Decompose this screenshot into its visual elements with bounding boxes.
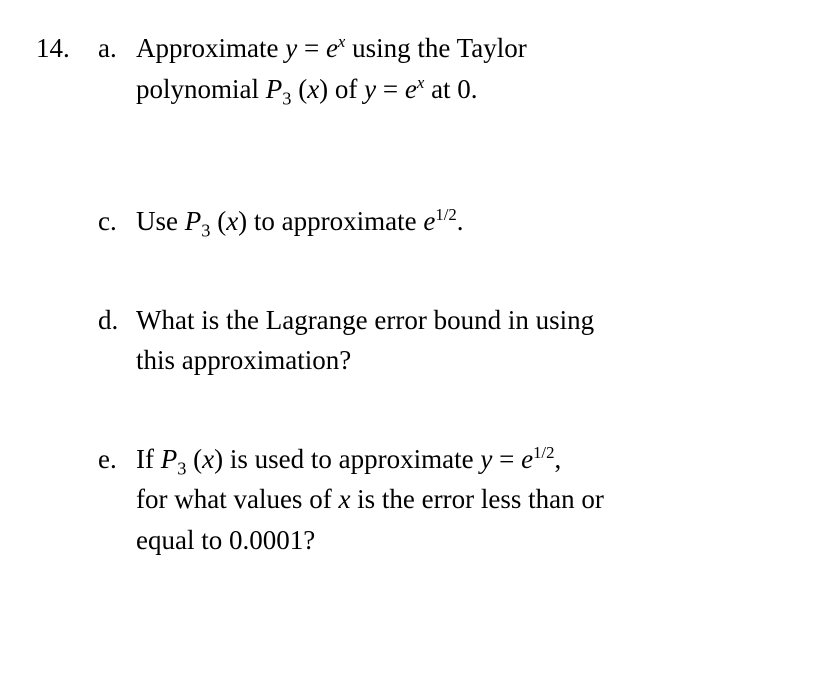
part-letter-a: a. <box>98 28 136 69</box>
paren-close: ) <box>319 74 328 104</box>
text: Use <box>136 206 185 236</box>
text: of <box>328 74 364 104</box>
part-letter-c: c. <box>98 201 136 242</box>
part-a-line-2: polynomial P3 (x) of y = ex at 0. <box>36 69 795 110</box>
equals: = <box>297 33 326 63</box>
text: to approximate <box>247 206 423 236</box>
text: . <box>457 206 464 236</box>
var-e: e <box>423 206 435 236</box>
var-e: e <box>521 444 533 474</box>
paren-open: ( <box>210 206 226 236</box>
part-c-line-1: c. Use P3 (x) to approximate e1/2. <box>36 201 795 242</box>
var-y: y <box>285 33 297 63</box>
exp-half: 1/2 <box>533 443 554 462</box>
part-d-text-1: What is the Lagrange error bound in usin… <box>136 300 795 341</box>
text: If <box>136 444 161 474</box>
paren-close: ) <box>238 206 247 236</box>
text: for what values of <box>136 484 338 514</box>
var-P: P <box>185 206 202 236</box>
part-letter-e: e. <box>98 439 136 480</box>
var-x: x <box>338 484 350 514</box>
exp-half: 1/2 <box>435 205 456 224</box>
equals: = <box>376 74 405 104</box>
part-e-line-3: equal to 0.0001? <box>36 520 795 561</box>
part-c-text: Use P3 (x) to approximate e1/2. <box>136 201 795 242</box>
var-P: P <box>266 74 283 104</box>
part-e-text-2: for what values of x is the error less t… <box>136 479 795 520</box>
gap <box>36 381 795 439</box>
var-x: x <box>307 74 319 104</box>
part-a-line-1: 14. a. Approximate y = ex using the Tayl… <box>36 28 795 69</box>
erased-region <box>36 109 795 201</box>
text: is the error less than or <box>350 484 603 514</box>
var-e: e <box>326 33 338 63</box>
part-e-line-1: e. If P3 (x) is used to approximate y = … <box>36 439 795 480</box>
var-y: y <box>364 74 376 104</box>
gap <box>36 242 795 300</box>
part-d-line-2: this approximation? <box>36 340 795 381</box>
var-x: x <box>202 444 214 474</box>
part-d-line-1: d. What is the Lagrange error bound in u… <box>36 300 795 341</box>
part-letter-d: d. <box>98 300 136 341</box>
part-e-text-3: equal to 0.0001? <box>136 520 795 561</box>
var-e: e <box>405 74 417 104</box>
page: 14. a. Approximate y = ex using the Tayl… <box>0 0 831 580</box>
part-e-text-1: If P3 (x) is used to approximate y = e1/… <box>136 439 795 480</box>
paren-close: ) <box>214 444 223 474</box>
var-P: P <box>161 444 178 474</box>
problem-number: 14. <box>36 28 98 69</box>
comma: , <box>554 444 561 474</box>
paren-open: ( <box>291 74 307 104</box>
text: polynomial <box>136 74 266 104</box>
equals: = <box>492 444 521 474</box>
part-a-text-1: Approximate y = ex using the Taylor <box>136 28 795 69</box>
var-x: x <box>226 206 238 236</box>
part-a-text-2: polynomial P3 (x) of y = ex at 0. <box>136 69 795 110</box>
text: Approximate <box>136 33 285 63</box>
text: at 0. <box>424 74 477 104</box>
part-d-text-2: this approximation? <box>136 340 795 381</box>
var-y: y <box>480 444 492 474</box>
paren-open: ( <box>186 444 202 474</box>
part-e-line-2: for what values of x is the error less t… <box>36 479 795 520</box>
text: is used to approximate <box>223 444 480 474</box>
text: using the Taylor <box>345 33 526 63</box>
